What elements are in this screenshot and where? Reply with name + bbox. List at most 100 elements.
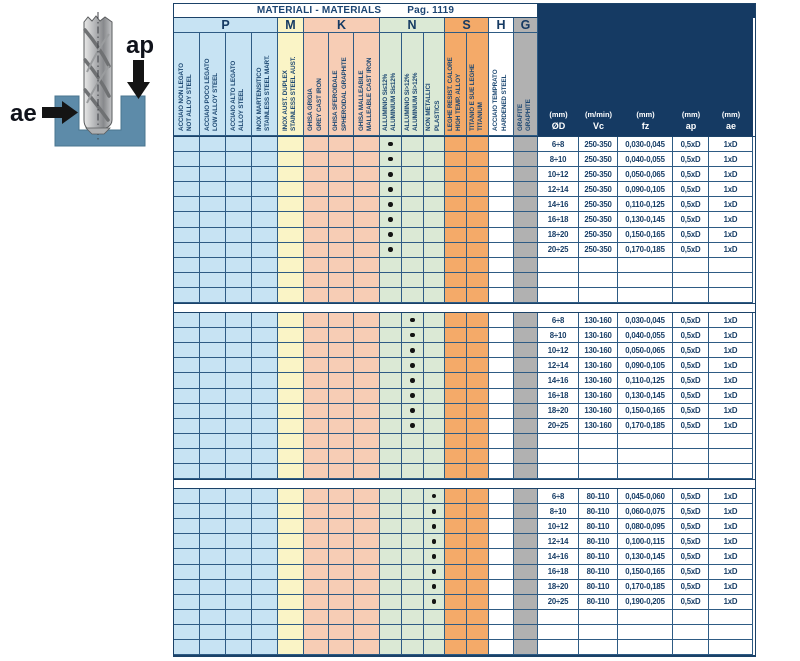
material-cell <box>424 519 445 535</box>
material-cell <box>329 624 354 640</box>
material-cell <box>226 167 252 183</box>
material-cell <box>467 212 489 228</box>
material-cell <box>200 403 226 419</box>
param-value-cell: 0,5xD <box>673 328 709 344</box>
param-value-cell <box>673 609 709 625</box>
material-cell <box>514 489 538 505</box>
param-value-cell: 6÷8 <box>538 313 579 329</box>
dot-marker <box>388 217 393 222</box>
material-cell <box>329 388 354 404</box>
material-cell <box>354 272 380 288</box>
material-cell <box>304 640 329 656</box>
material-cell <box>200 343 226 359</box>
material-cell <box>402 418 424 434</box>
param-value-cell: 80-110 <box>579 549 618 565</box>
material-cell <box>354 549 380 565</box>
material-cell <box>174 313 200 329</box>
material-cell <box>226 418 252 434</box>
material-column-header: ACCIAIO TEMPRATO HARDENED STEEL <box>489 33 514 136</box>
material-cell <box>514 257 538 273</box>
material-cell <box>174 343 200 359</box>
material-cell <box>514 388 538 404</box>
material-cell <box>402 640 424 656</box>
param-value-cell <box>709 433 753 449</box>
material-cell <box>402 579 424 595</box>
material-cell <box>489 403 514 419</box>
param-value-cell: 0,170-0,185 <box>618 579 673 595</box>
param-value-cell: 10÷12 <box>538 519 579 535</box>
param-value-cell: 18÷20 <box>538 227 579 243</box>
material-cell <box>329 257 354 273</box>
material-cell <box>174 579 200 595</box>
material-cell <box>402 152 424 168</box>
material-cell <box>467 152 489 168</box>
material-cell <box>445 197 467 213</box>
material-cell <box>200 579 226 595</box>
material-cell <box>402 137 424 153</box>
material-cell <box>304 167 329 183</box>
material-cell <box>354 519 380 535</box>
material-cell <box>329 358 354 374</box>
material-cell <box>424 343 445 359</box>
material-cell <box>514 418 538 434</box>
material-cell <box>489 433 514 449</box>
param-value-cell: 14÷16 <box>538 549 579 565</box>
param-value-cell: 1xD <box>709 313 753 329</box>
ae-arrow-icon <box>42 101 78 124</box>
material-cell <box>226 373 252 389</box>
material-cell <box>489 579 514 595</box>
dot-marker <box>388 247 393 252</box>
material-cell <box>278 287 304 304</box>
material-cell <box>278 549 304 565</box>
end-mill-icon: ap ae <box>10 12 154 147</box>
material-cell <box>424 152 445 168</box>
param-value-cell: 130-160 <box>579 403 618 419</box>
material-cell <box>304 373 329 389</box>
material-cell <box>304 328 329 344</box>
material-cell <box>174 388 200 404</box>
param-value-cell: 1xD <box>709 212 753 228</box>
material-cell <box>424 272 445 288</box>
material-cell <box>278 433 304 449</box>
material-cell <box>424 624 445 640</box>
material-cell <box>200 373 226 389</box>
material-cell <box>304 343 329 359</box>
material-cell <box>380 167 402 183</box>
param-unit: (mm) <box>721 110 741 119</box>
material-cell <box>489 182 514 198</box>
material-cell <box>278 137 304 153</box>
material-cell <box>252 489 278 505</box>
material-cell <box>467 448 489 464</box>
material-cell <box>174 257 200 273</box>
param-value-cell <box>618 272 673 288</box>
param-symbol: ØD <box>551 121 566 131</box>
param-header-panel: (mm) ØD (m/min) Vc (mm) fz (mm) ap (mm) ae <box>538 18 753 136</box>
material-cell <box>278 328 304 344</box>
material-name-it: INOX MARTENSITICO <box>255 67 263 131</box>
material-cell <box>226 403 252 419</box>
material-cell <box>226 182 252 198</box>
table-title: MATERIALI - MATERIALS Pag. 1119 <box>174 4 538 18</box>
material-cell <box>354 463 380 480</box>
material-cell <box>278 609 304 625</box>
material-cell <box>514 579 538 595</box>
param-value-cell: 1xD <box>709 534 753 550</box>
material-cell <box>200 182 226 198</box>
material-cell <box>174 242 200 258</box>
material-cell <box>445 594 467 610</box>
material-cell <box>380 388 402 404</box>
dot-marker <box>431 539 437 544</box>
material-cell <box>514 212 538 228</box>
material-cell <box>354 564 380 580</box>
material-cell <box>304 463 329 480</box>
material-cell <box>402 272 424 288</box>
material-cell <box>174 227 200 243</box>
param-value-cell: 0,130-0,145 <box>618 212 673 228</box>
material-cell <box>226 624 252 640</box>
material-cell <box>354 624 380 640</box>
material-cell <box>304 504 329 520</box>
param-value-cell: 0,5xD <box>673 579 709 595</box>
material-cell <box>226 272 252 288</box>
material-cell <box>252 519 278 535</box>
material-cell <box>514 358 538 374</box>
